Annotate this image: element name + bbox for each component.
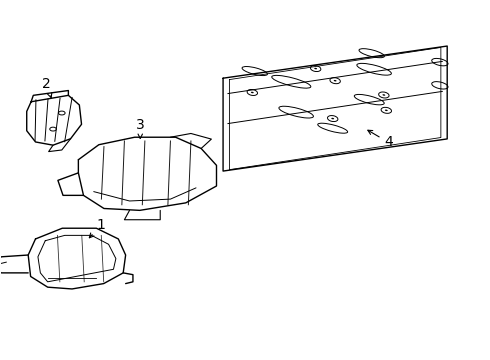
Ellipse shape (334, 80, 337, 81)
Ellipse shape (382, 94, 385, 96)
Ellipse shape (251, 92, 254, 93)
Text: 1: 1 (89, 218, 106, 238)
Ellipse shape (385, 109, 388, 111)
Text: 2: 2 (42, 77, 52, 98)
Ellipse shape (331, 118, 334, 119)
Text: 4: 4 (368, 130, 393, 149)
Text: 3: 3 (136, 118, 145, 139)
Ellipse shape (314, 68, 317, 69)
